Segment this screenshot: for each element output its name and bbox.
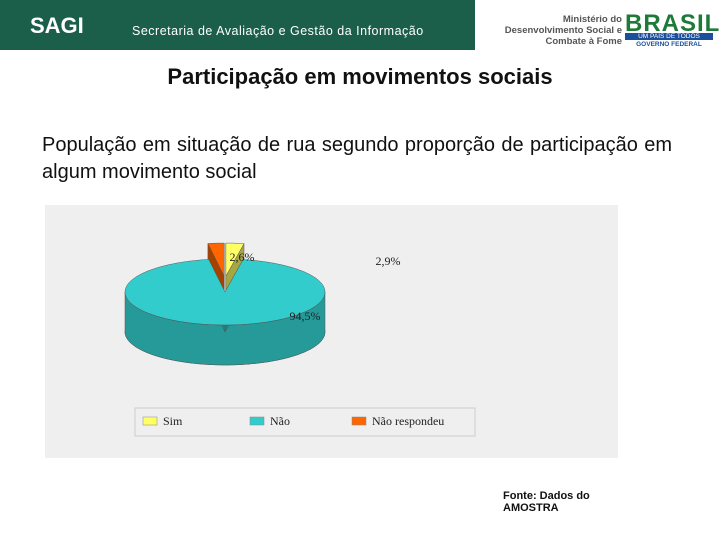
brand: SAGI [30,13,84,38]
legend-swatch [249,416,265,426]
legend-label: Não [270,414,290,428]
pie-slice [225,242,245,278]
government: GOVERNO FEDERAL [636,41,702,48]
data-label: 94,5% [290,309,321,323]
legend-label: Não respondeu [372,414,444,428]
header-bar: SAGI Secretaria de Avaliação e Gestão da… [0,0,475,50]
ministry: Ministério do Desenvolvimento Social e C… [504,14,622,47]
data-label: 2,9% [376,254,401,268]
department: Secretaria de Avaliação e Gestão da Info… [132,24,424,38]
legend-swatch [142,416,158,426]
slide-title: Participação em movimentos sociais [167,64,553,89]
legend-label: Sim [163,414,183,428]
legend-box [134,407,476,437]
data-label: 2,6% [230,250,255,264]
pie-slice [124,259,326,326]
legend-swatch [351,416,367,426]
source: Fonte: Dados do AMOSTRA [503,490,590,514]
motto: UM PAÍS DE TODOS [625,33,713,40]
subtitle: População em situação de rua segundo pro… [42,134,672,183]
pie-slice [207,242,225,277]
logo: BRASIL [625,10,720,37]
